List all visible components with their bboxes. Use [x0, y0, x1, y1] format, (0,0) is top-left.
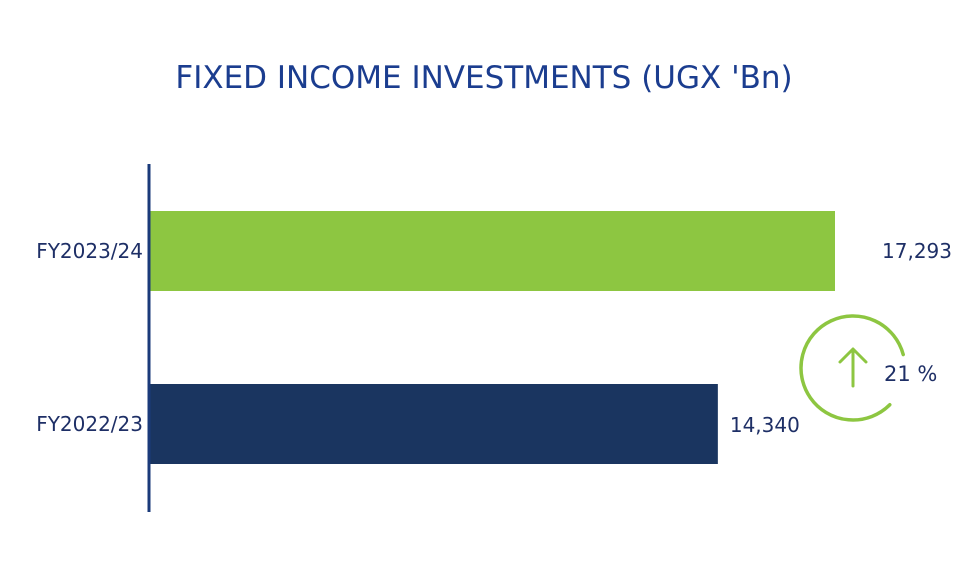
value-label-fy2022-23: 14,340	[730, 413, 800, 437]
growth-badge: 21 %	[799, 314, 937, 422]
category-label-fy2023-24: FY2023/24	[36, 239, 143, 263]
up-arrow-icon	[838, 347, 868, 388]
value-label-fy2023-24: 17,293	[882, 239, 952, 263]
bar-fy2022-23	[149, 384, 718, 464]
category-label-fy2022-23: FY2022/23	[36, 412, 143, 436]
growth-percent-label: 21 %	[884, 362, 937, 386]
chart-title: FIXED INCOME INVESTMENTS (UGX 'Bn)	[175, 60, 792, 96]
bar-group: FY2023/24 17,293 FY2022/23 14,340	[36, 211, 952, 464]
bar-fy2023-24	[149, 211, 835, 291]
growth-ring-icon	[799, 314, 905, 422]
